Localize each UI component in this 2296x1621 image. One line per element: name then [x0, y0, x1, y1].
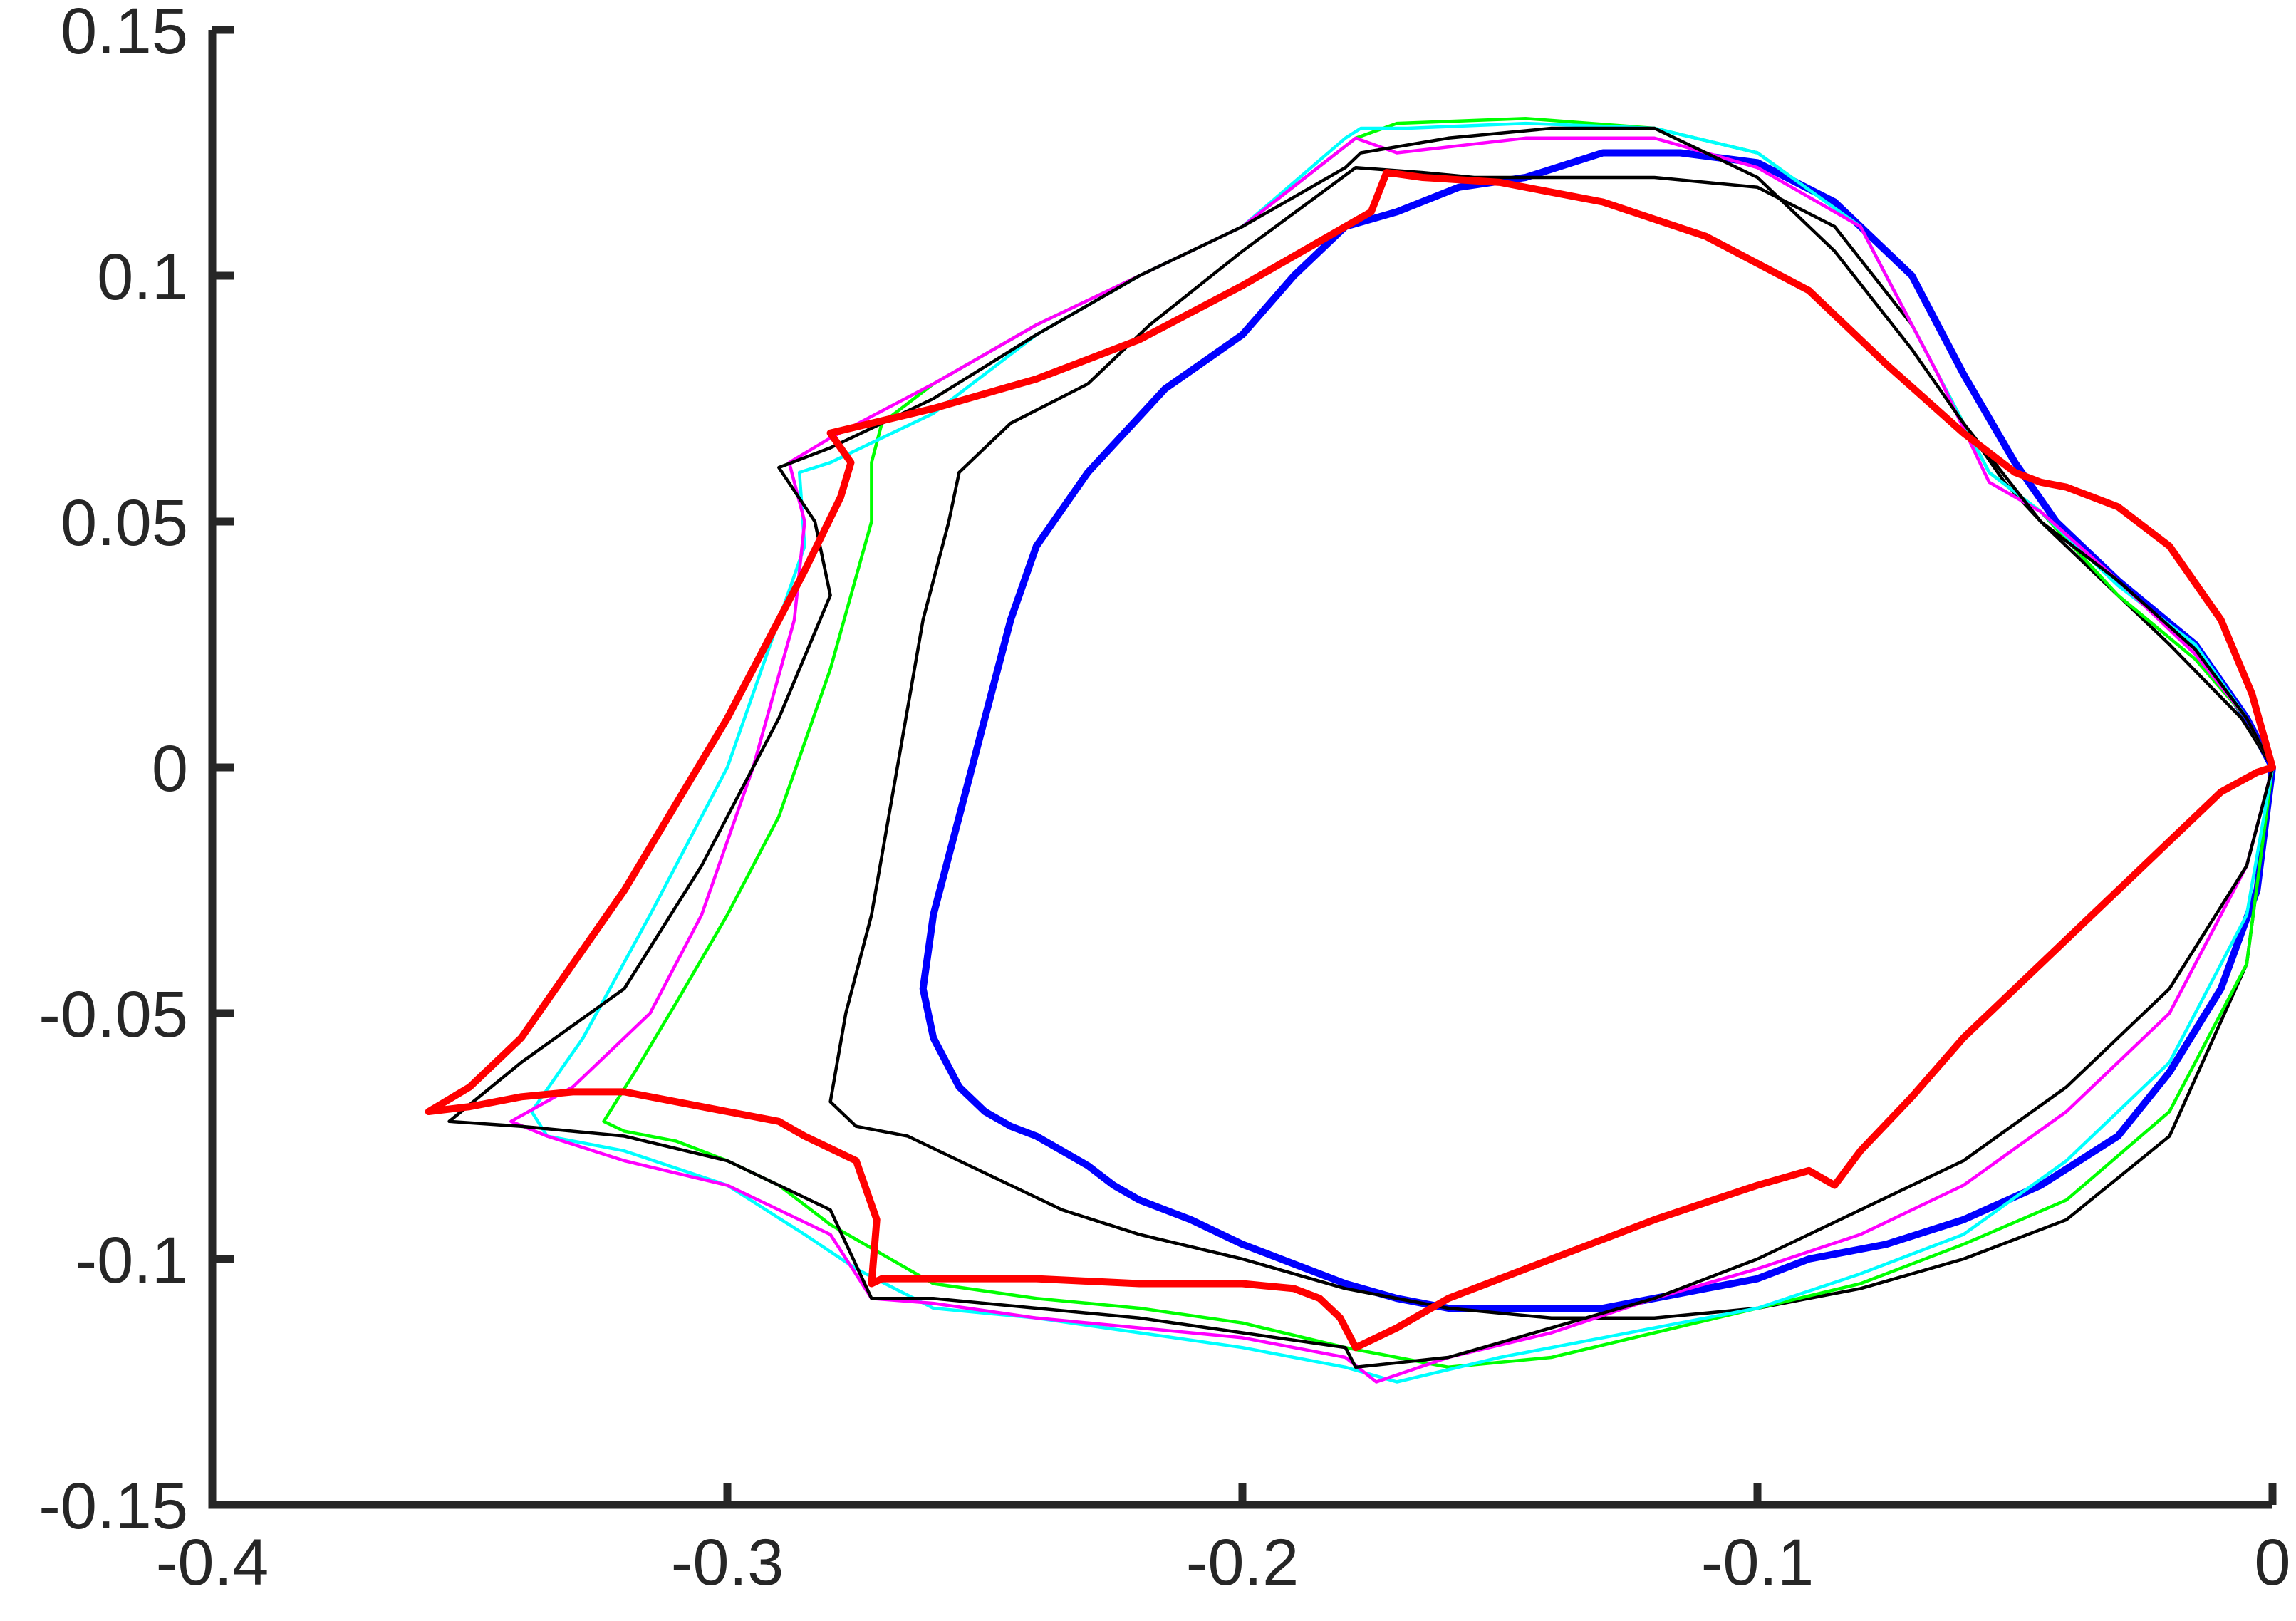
x-tick-label: -0.3 [671, 1526, 784, 1599]
series-line-6 [447, 126, 2275, 1369]
y-axis-ticks: 0.15 0.1 0.05 0 -0.05 -0.1 -0.15 [38, 0, 234, 1543]
x-tick-label: -0.2 [1186, 1526, 1299, 1599]
y-tick-label: 0.05 [61, 487, 188, 559]
y-tick-label: 0 [152, 732, 188, 805]
series-layer [425, 116, 2276, 1384]
series-line-2 [828, 165, 2275, 1320]
y-tick-label: 0.15 [61, 0, 188, 68]
x-axis-ticks: -0.4 -0.3 -0.2 -0.1 0 [156, 1483, 2291, 1599]
y-tick-label: 0.1 [97, 241, 188, 314]
x-tick-label: 0 [2254, 1526, 2290, 1599]
axes: -0.4 -0.3 -0.2 -0.1 0 0.150.10.050-0.05-0.1-… [38, 0, 2290, 1599]
series-line-1 [919, 149, 2276, 1312]
y-tick-label: -0.1 [75, 1224, 188, 1297]
series-line-7 [425, 169, 2276, 1352]
series-line-5 [509, 136, 2275, 1384]
series-line-3 [602, 116, 2275, 1369]
y-tick-label: -0.15 [38, 1470, 188, 1543]
series-line-4 [530, 121, 2275, 1384]
y-tick-label: -0.05 [38, 978, 188, 1051]
x-tick-label: -0.1 [1701, 1526, 1814, 1599]
x-tick-label: -0.4 [156, 1526, 269, 1599]
